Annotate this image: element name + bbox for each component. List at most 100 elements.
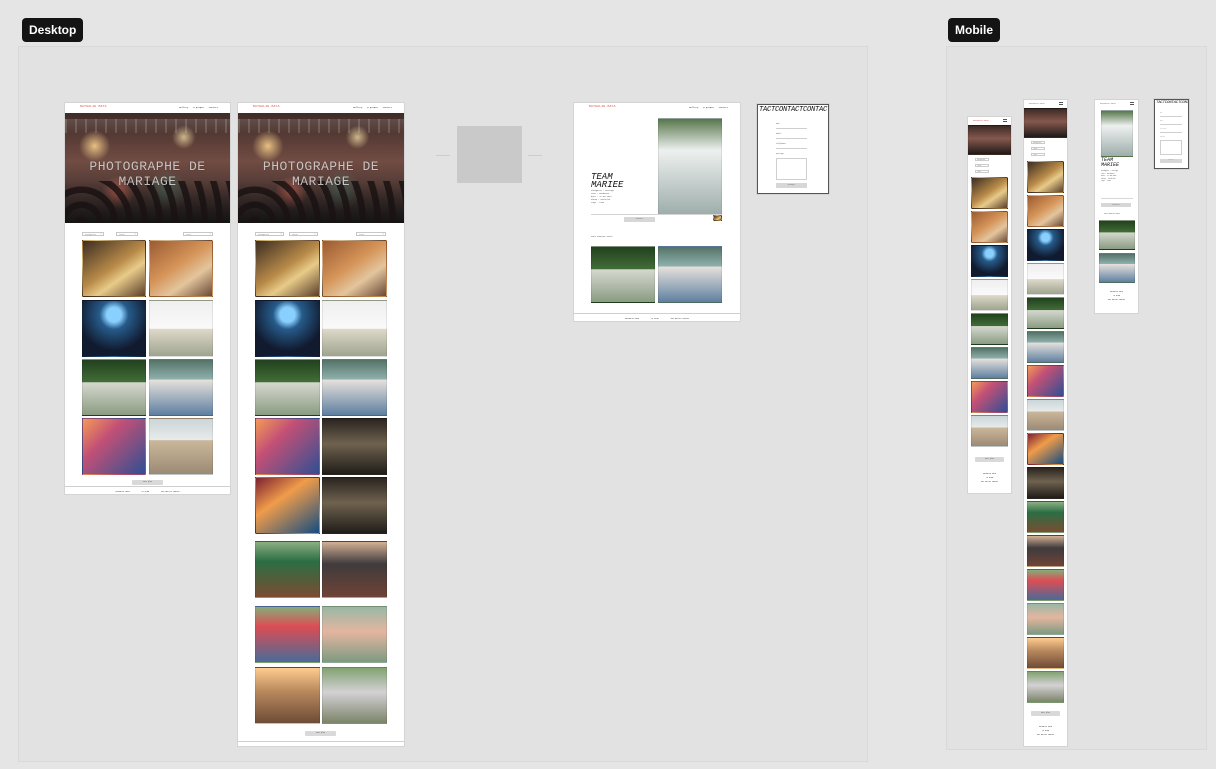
gallery-photo-1[interactable]	[82, 240, 146, 297]
mobile-single-menu-icon[interactable]	[1130, 102, 1134, 105]
menu-icon-expanded[interactable]	[1059, 102, 1063, 105]
expanded-photo-16[interactable]	[322, 667, 387, 724]
mobile-email-input[interactable]	[1160, 124, 1182, 125]
single-nav-gallery[interactable]: Gallery	[689, 106, 699, 109]
mobile-expanded-photo-10[interactable]	[1027, 467, 1064, 499]
mobile-expanded-photo-5[interactable]	[1027, 297, 1064, 329]
mobile-expanded-photo-8[interactable]	[1027, 399, 1064, 431]
gallery-photo-6[interactable]	[149, 359, 213, 416]
gallery-photo-5[interactable]	[82, 359, 146, 416]
expanded-photo-1[interactable]	[255, 240, 320, 297]
nav-gallery-expanded[interactable]: Gallery	[353, 106, 363, 109]
footer-link-2[interactable]: LE BLOG	[141, 491, 150, 493]
mobile-expanded-photo-3[interactable]	[1027, 229, 1064, 261]
mobile-expanded-photo-15[interactable]	[1027, 637, 1064, 669]
mobile-expanded-filter-3[interactable]: Trier	[1031, 153, 1045, 156]
phone-input[interactable]	[776, 148, 807, 149]
message-textarea[interactable]	[776, 158, 807, 180]
expanded-photo-15[interactable]	[255, 667, 320, 724]
mobile-brand-logo[interactable]: NATHALIE MAYA	[973, 119, 989, 122]
footer-link-3[interactable]: NOS BELLES PHOTOS	[161, 491, 180, 493]
mobile-photo-6[interactable]	[971, 347, 1008, 379]
mobile-brand-logo-expanded[interactable]: NATHALIE MAYA	[1029, 102, 1045, 105]
gallery-photo-8[interactable]	[149, 418, 213, 475]
mobile-single-brand[interactable]: NATHALIE MAYA	[1100, 102, 1116, 105]
mobile-expanded-photo-12[interactable]	[1027, 535, 1064, 567]
mobile-related-photo-1[interactable]	[1099, 220, 1135, 250]
mobile-photo-5[interactable]	[971, 313, 1008, 345]
mobile-expanded-photo-9[interactable]	[1027, 433, 1064, 465]
single-footer-link-2[interactable]: LE BLOG	[651, 318, 659, 320]
nav-gallery[interactable]: Gallery	[179, 106, 189, 109]
place-filter-expanded[interactable]: Lieux	[289, 232, 318, 236]
expanded-photo-10[interactable]	[322, 477, 387, 534]
name-input[interactable]	[776, 128, 807, 129]
brand-logo-expanded[interactable]: NATHALIE MAYA	[253, 105, 280, 108]
mobile-expanded-photo-6[interactable]	[1027, 331, 1064, 363]
expanded-photo-3[interactable]	[255, 300, 320, 357]
mobile-photo-7[interactable]	[971, 381, 1008, 413]
mobile-single-main-photo[interactable]	[1101, 110, 1133, 157]
mobile-filter-3[interactable]: Trier	[975, 170, 989, 173]
single-footer-link-1[interactable]: NATHALIE MAYA	[625, 318, 640, 320]
send-button[interactable]: Envoyer	[776, 183, 807, 188]
expanded-load-more-button[interactable]: Voir plus	[305, 731, 336, 736]
mobile-phone-input[interactable]	[1160, 132, 1182, 133]
footer-link-1[interactable]: NATHALIE MAYA	[115, 491, 130, 493]
expanded-photo-2[interactable]	[322, 240, 387, 297]
mobile-expanded-photo-4[interactable]	[1027, 263, 1064, 295]
menu-icon[interactable]	[1003, 119, 1007, 122]
related-photo-2[interactable]	[658, 246, 722, 303]
mobile-filter-2[interactable]: Lieux	[975, 164, 989, 167]
mobile-message-textarea[interactable]	[1160, 140, 1182, 155]
mobile-expanded-filter-1[interactable]: Catégories	[1031, 141, 1045, 144]
single-footer-link-3[interactable]: NOS BELLES PHOTOS	[670, 318, 689, 320]
mobile-photo-1[interactable]	[971, 177, 1008, 209]
mobile-photo-2[interactable]	[971, 211, 1008, 243]
mobile-send-button[interactable]: Envoyer	[1160, 159, 1182, 163]
mobile-expanded-photo-2[interactable]	[1027, 195, 1064, 227]
mobile-single-button[interactable]: Contact	[1101, 203, 1131, 207]
load-more-button[interactable]: Voir plus	[132, 480, 163, 485]
expanded-photo-8[interactable]	[322, 418, 387, 475]
mobile-filter-1[interactable]: Catégories	[975, 158, 989, 161]
gallery-photo-4[interactable]	[149, 300, 213, 357]
expanded-photo-11[interactable]	[255, 541, 320, 598]
gallery-photo-3[interactable]	[82, 300, 146, 357]
single-brand-logo[interactable]: NATHALIE MAYA	[589, 105, 616, 108]
mobile-photo-4[interactable]	[971, 279, 1008, 311]
mobile-expanded-filter-2[interactable]: Lieux	[1031, 147, 1045, 150]
place-filter[interactable]: Lieux	[116, 232, 138, 236]
mobile-expanded-photo-16[interactable]	[1027, 671, 1064, 703]
mobile-related-photo-2[interactable]	[1099, 253, 1135, 283]
mobile-photo-8[interactable]	[971, 415, 1008, 447]
mobile-load-more-button[interactable]: Voir plus	[975, 457, 1004, 462]
related-photo-1[interactable]	[591, 246, 655, 303]
single-nav-about[interactable]: A propos	[703, 106, 714, 109]
brand-logo[interactable]: NATHALIE MAYA	[80, 105, 107, 108]
nav-about-expanded[interactable]: A propos	[367, 106, 378, 109]
mobile-expanded-photo-14[interactable]	[1027, 603, 1064, 635]
expanded-photo-7[interactable]	[255, 418, 320, 475]
single-nav-contact[interactable]: Contact	[718, 106, 728, 109]
mobile-photo-3[interactable]	[971, 245, 1008, 277]
mobile-expanded-photo-13[interactable]	[1027, 569, 1064, 601]
single-contact-button[interactable]: Contact	[624, 217, 655, 222]
nav-contact-expanded[interactable]: Contact	[382, 106, 392, 109]
mobile-name-input[interactable]	[1160, 116, 1182, 117]
expanded-photo-4[interactable]	[322, 300, 387, 357]
mobile-expanded-photo-11[interactable]	[1027, 501, 1064, 533]
category-filter[interactable]: Catégories	[82, 232, 104, 236]
email-input[interactable]	[776, 138, 807, 139]
single-main-photo[interactable]	[658, 118, 722, 215]
sort-filter-expanded[interactable]: Trier	[356, 232, 386, 236]
single-thumb[interactable]	[713, 215, 722, 221]
mobile-expanded-load-more-button[interactable]: Voir plus	[1031, 711, 1060, 716]
gallery-photo-2[interactable]	[149, 240, 213, 297]
nav-about[interactable]: A propos	[193, 106, 204, 109]
expanded-photo-14[interactable]	[322, 606, 387, 663]
gallery-photo-7[interactable]	[82, 418, 146, 475]
expanded-photo-6[interactable]	[322, 359, 387, 416]
expanded-photo-5[interactable]	[255, 359, 320, 416]
mobile-expanded-photo-7[interactable]	[1027, 365, 1064, 397]
